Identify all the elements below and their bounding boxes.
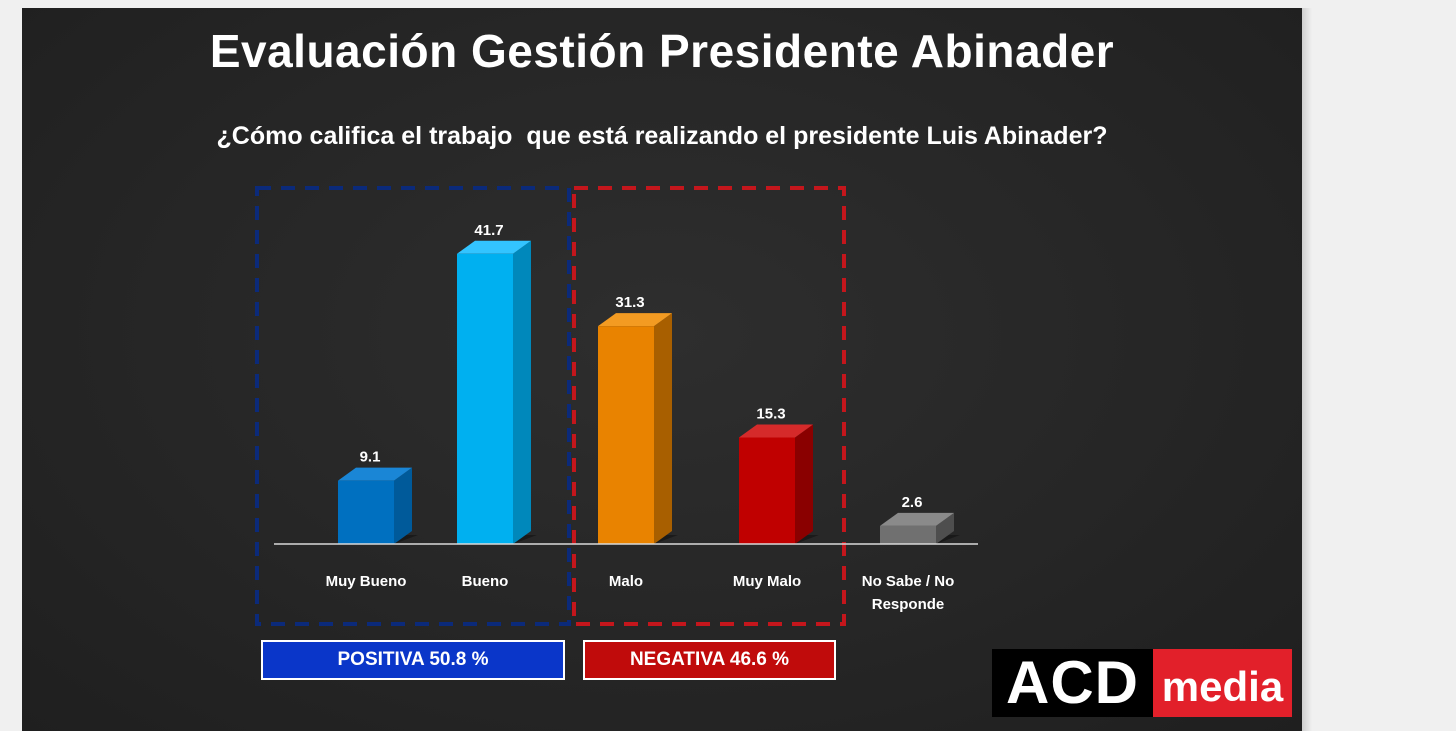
bar-top-face (457, 240, 531, 254)
category-label: Malo (609, 573, 643, 590)
logo-media-text: media (1153, 649, 1292, 717)
category-label: Muy Bueno (326, 573, 407, 590)
labels-layer: 9.1 Muy Bueno 41.7 Bueno 31.3 Malo 15.3 Muy Mal… (326, 222, 955, 613)
bar-2 (457, 240, 537, 544)
bar-front-face (457, 253, 513, 544)
survey-question: ¿Cómo califica el trabajo que está reali… (216, 122, 1108, 150)
group-boxes (255, 186, 846, 626)
bar-1 (338, 467, 418, 544)
bar-side-face (654, 313, 672, 544)
negative-group-box (572, 186, 846, 626)
data-label: 15.3 (756, 406, 785, 423)
bar-front-face (338, 480, 394, 544)
positive-group-box (255, 186, 571, 626)
bar-side-face (795, 424, 813, 544)
positive-summary-label: POSITIVA 50.8 % (337, 649, 489, 670)
bar-top-face (880, 512, 954, 526)
bar-top-face (598, 313, 672, 327)
bar-front-face (598, 326, 654, 544)
bar-chart: 9.1 Muy Bueno 41.7 Bueno 31.3 Malo 15.3 Muy Mal… (255, 186, 978, 626)
bar-4 (739, 424, 819, 544)
category-label: Responde (872, 596, 945, 613)
acd-media-logo: ACD media (992, 649, 1292, 717)
bar-top-face (338, 467, 412, 481)
positive-summary-box: POSITIVA 50.8 % (261, 640, 565, 680)
bar-side-face (394, 467, 412, 544)
bar-5 (880, 512, 960, 544)
negative-summary-label: NEGATIVA 46.6 % (629, 649, 790, 670)
bar-side-face (936, 512, 954, 544)
bars-layer (338, 240, 960, 544)
logo-acd-text: ACD (992, 649, 1153, 717)
data-label: 31.3 (615, 294, 644, 311)
data-label: 9.1 (360, 449, 381, 466)
bar-top-face (739, 424, 813, 438)
bar-front-face (880, 525, 936, 544)
slide-title: Evaluación Gestión Presidente Abinader (209, 25, 1115, 77)
category-label: No Sabe / No (862, 573, 955, 590)
presentation-slide: Evaluación Gestión Presidente Abinader ¿… (22, 8, 1302, 731)
data-label: 41.7 (474, 222, 503, 239)
category-label: Muy Malo (733, 573, 801, 590)
bar-side-face (513, 240, 531, 544)
data-label: 2.6 (902, 494, 923, 511)
bar-front-face (739, 437, 795, 544)
bar-3 (598, 313, 678, 544)
negative-summary-box: NEGATIVA 46.6 % (583, 640, 836, 680)
category-label: Bueno (462, 573, 509, 590)
viewer-gutter (1302, 8, 1312, 731)
